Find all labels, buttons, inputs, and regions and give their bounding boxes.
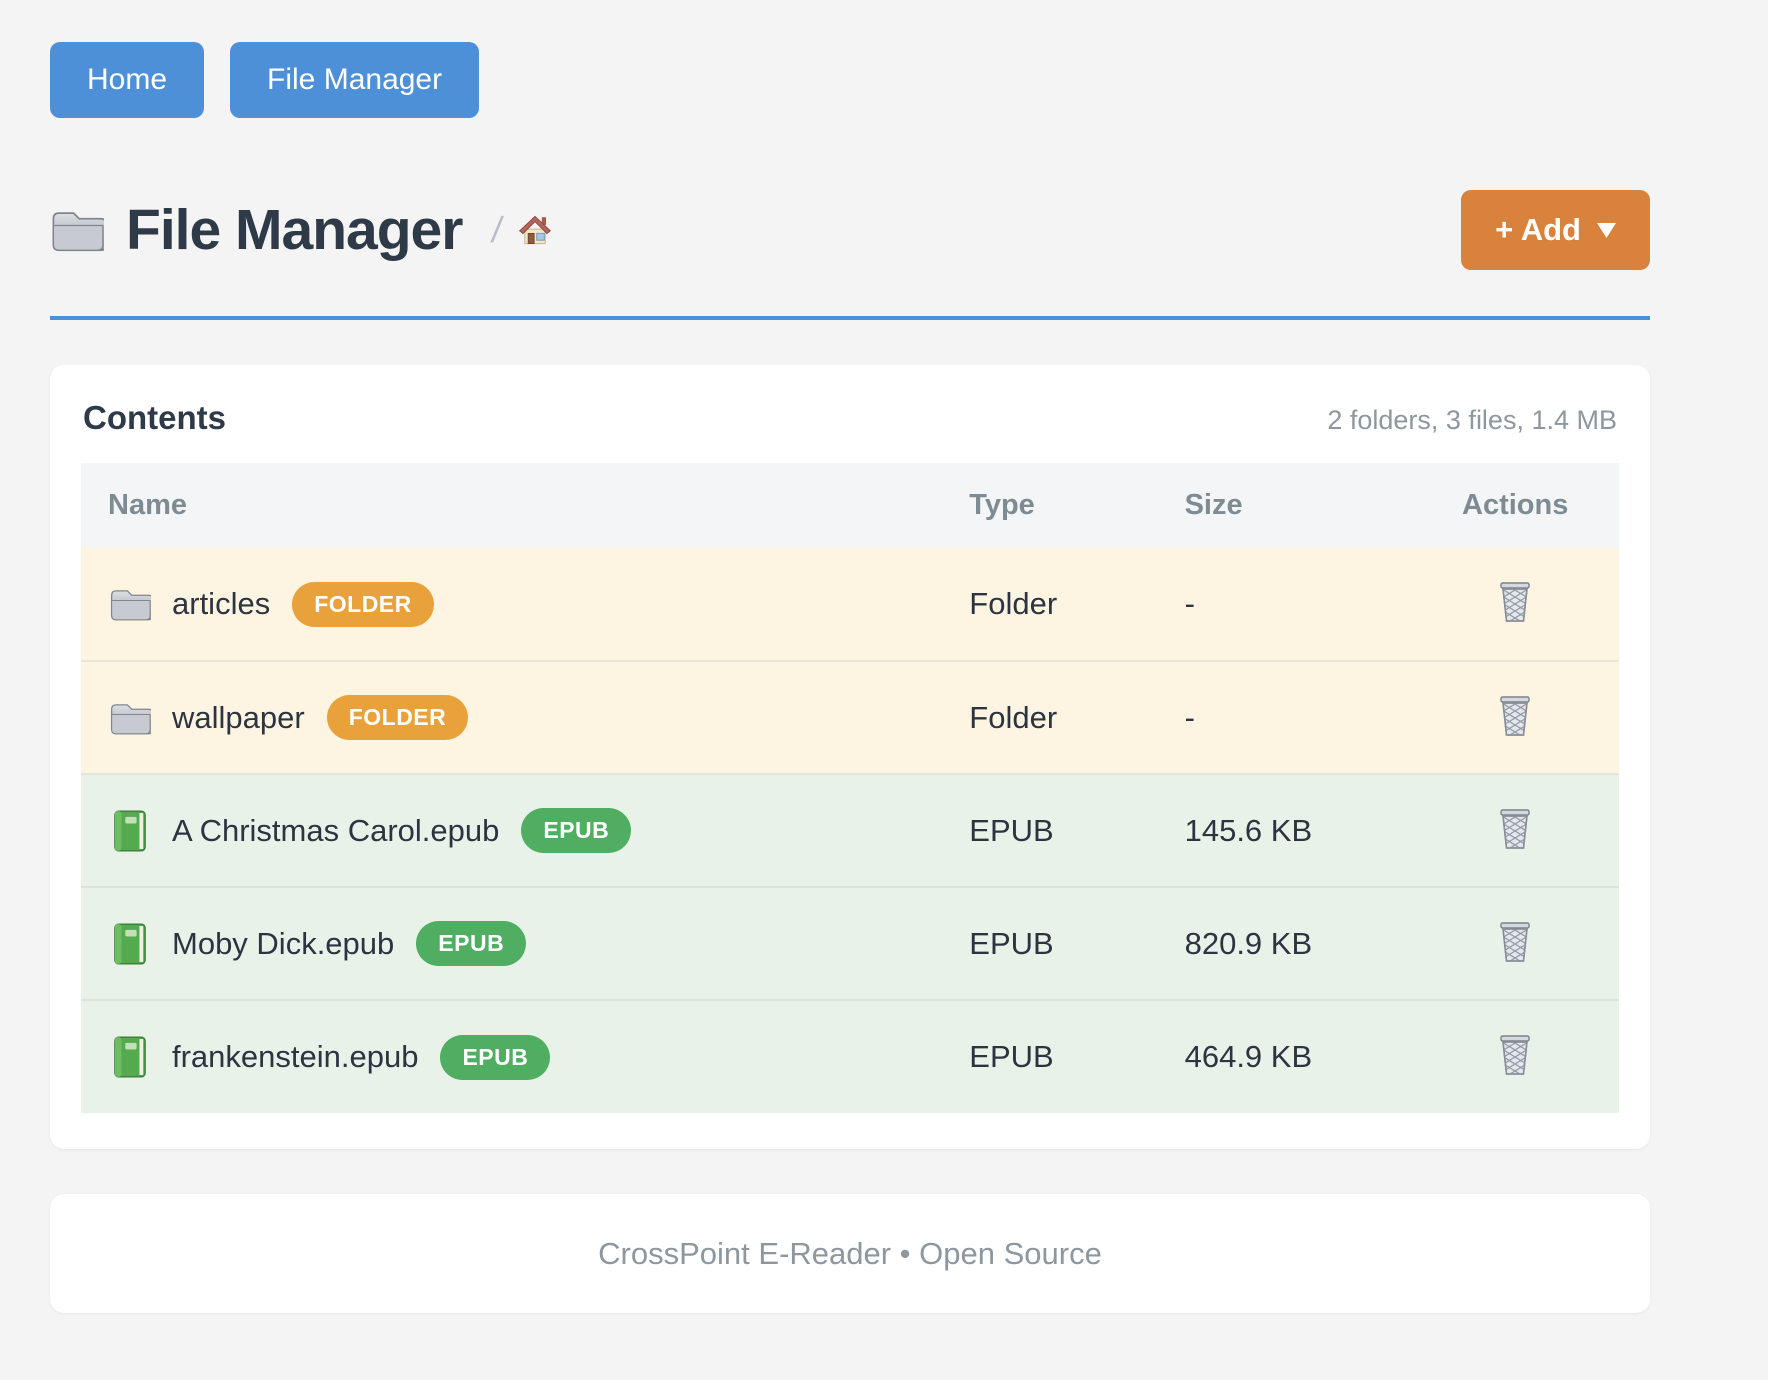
size-cell: 464.9 KB — [1158, 1000, 1412, 1113]
table-row[interactable]: wallpaper FOLDER Folder - — [81, 661, 1619, 774]
trash-icon — [1495, 695, 1535, 737]
trash-icon — [1495, 1034, 1535, 1076]
file-type-icon-slot — [108, 923, 152, 965]
delete-button[interactable] — [1491, 917, 1539, 967]
green-book-icon — [113, 810, 147, 852]
delete-button[interactable] — [1491, 1030, 1539, 1080]
delete-button[interactable] — [1491, 804, 1539, 854]
size-cell: - — [1158, 548, 1412, 661]
column-header-name: Name — [81, 463, 942, 548]
type-cell: EPUB — [942, 1000, 1157, 1113]
breadcrumb: / — [492, 209, 552, 251]
trash-icon — [1495, 921, 1535, 963]
footer-text: CrossPoint E-Reader • Open Source — [598, 1236, 1102, 1272]
file-name-link[interactable]: articles — [172, 586, 270, 622]
table-row[interactable]: articles FOLDER Folder - — [81, 548, 1619, 661]
type-cell: Folder — [942, 548, 1157, 661]
add-button[interactable]: + Add — [1461, 190, 1650, 270]
folder-icon — [50, 207, 104, 253]
file-kind-badge: FOLDER — [292, 582, 434, 627]
trash-icon-slot — [1495, 581, 1535, 623]
column-header-actions: Actions — [1411, 463, 1619, 548]
type-cell: EPUB — [942, 887, 1157, 1000]
contents-heading: Contents — [83, 399, 226, 437]
page-header: File Manager / + Add — [50, 190, 1650, 320]
green-book-icon — [113, 923, 147, 965]
size-cell: - — [1158, 661, 1412, 774]
size-cell: 145.6 KB — [1158, 774, 1412, 887]
file-name-link[interactable]: frankenstein.epub — [172, 1039, 418, 1075]
trash-icon — [1495, 581, 1535, 623]
file-name-link[interactable]: wallpaper — [172, 700, 305, 736]
file-type-icon-slot — [108, 810, 152, 852]
house-icon[interactable] — [518, 213, 552, 247]
footer: CrossPoint E-Reader • Open Source — [50, 1194, 1650, 1313]
file-kind-badge: EPUB — [440, 1035, 550, 1080]
trash-icon-slot — [1495, 695, 1535, 737]
file-name-link[interactable]: Moby Dick.epub — [172, 926, 394, 962]
folder-icon — [109, 586, 151, 622]
type-cell: Folder — [942, 661, 1157, 774]
nav-home-button[interactable]: Home — [50, 42, 204, 118]
page-title: File Manager — [126, 197, 462, 263]
file-type-icon-slot — [108, 1036, 152, 1078]
trash-icon — [1495, 808, 1535, 850]
table-row[interactable]: frankenstein.epub EPUB EPUB 464.9 KB — [81, 1000, 1619, 1113]
file-kind-badge: FOLDER — [327, 695, 469, 740]
trash-icon-slot — [1495, 808, 1535, 850]
trash-icon-slot — [1495, 1034, 1535, 1076]
table-row[interactable]: Moby Dick.epub EPUB EPUB 820.9 KB — [81, 887, 1619, 1000]
type-cell: EPUB — [942, 774, 1157, 887]
file-kind-badge: EPUB — [521, 808, 631, 853]
delete-button[interactable] — [1491, 691, 1539, 741]
file-type-icon-slot — [108, 586, 152, 622]
file-kind-badge: EPUB — [416, 921, 526, 966]
green-book-icon — [113, 1036, 147, 1078]
table-body: articles FOLDER Folder - — [81, 548, 1619, 1113]
table-row[interactable]: A Christmas Carol.epub EPUB EPUB 145.6 K… — [81, 774, 1619, 887]
breadcrumb-separator: / — [489, 209, 505, 251]
contents-card: Contents 2 folders, 3 files, 1.4 MB Name… — [50, 365, 1650, 1149]
caret-down-icon — [1597, 223, 1616, 238]
delete-button[interactable] — [1491, 577, 1539, 627]
file-table: Name Type Size Actions articles FOLDER — [81, 463, 1619, 1113]
file-manager-page: Home File Manager File Manager — [0, 0, 1768, 1380]
folder-icon — [109, 700, 151, 736]
table-header-row: Name Type Size Actions — [81, 463, 1619, 548]
file-type-icon-slot — [108, 700, 152, 736]
column-header-type: Type — [942, 463, 1157, 548]
size-cell: 820.9 KB — [1158, 887, 1412, 1000]
nav-file-manager-button[interactable]: File Manager — [230, 42, 479, 118]
contents-summary: 2 folders, 3 files, 1.4 MB — [1327, 405, 1617, 436]
file-name-link[interactable]: A Christmas Carol.epub — [172, 813, 499, 849]
add-button-label: + Add — [1495, 212, 1581, 248]
top-nav: Home File Manager — [50, 42, 1650, 118]
trash-icon-slot — [1495, 921, 1535, 963]
column-header-size: Size — [1158, 463, 1412, 548]
